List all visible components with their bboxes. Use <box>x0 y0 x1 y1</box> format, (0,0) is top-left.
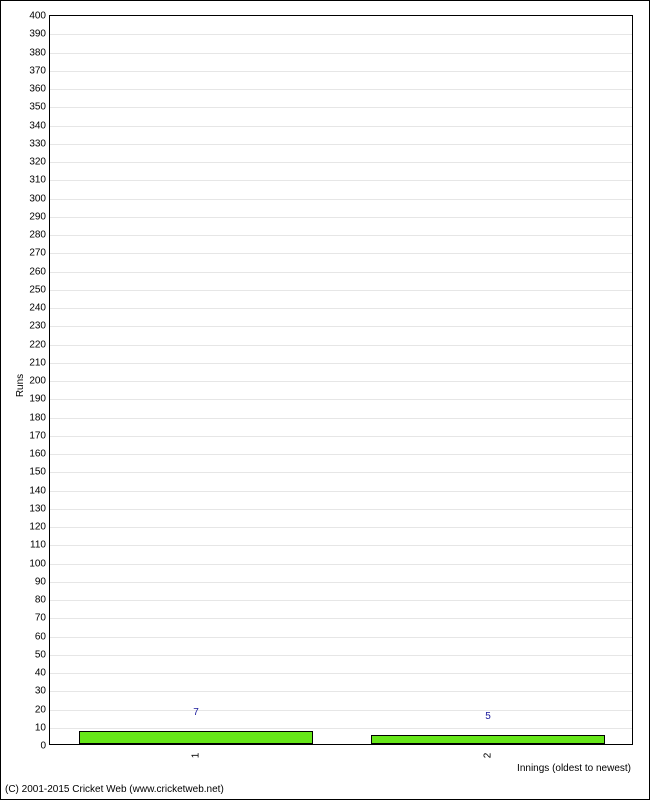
y-tick-label: 180 <box>29 412 46 423</box>
plot-area: 0102030405060708090100110120130140150160… <box>49 15 633 745</box>
gridline <box>50 89 632 90</box>
gridline <box>50 308 632 309</box>
y-tick-label: 390 <box>29 29 46 40</box>
y-tick-label: 360 <box>29 84 46 95</box>
chart-container: 0 10 20 30 40 50 60 70 80 90 100 110 120 130 140 150 160… <box>0 0 650 800</box>
copyright-text: (C) 2001-2015 Cricket Web (www.cricketwe… <box>5 784 224 795</box>
y-tick-label: 240 <box>29 303 46 314</box>
gridline <box>50 491 632 492</box>
y-tick-label: 200 <box>29 376 46 387</box>
gridline <box>50 655 632 656</box>
bar-value-label: 5 <box>485 711 491 722</box>
y-tick-label: 100 <box>29 558 46 569</box>
y-tick-label: 270 <box>29 248 46 259</box>
y-tick-label: 20 <box>35 704 46 715</box>
y-tick-label: 190 <box>29 394 46 405</box>
gridline <box>50 600 632 601</box>
y-tick-label: 230 <box>29 321 46 332</box>
gridline <box>50 71 632 72</box>
y-tick-label: 340 <box>29 120 46 131</box>
gridline <box>50 217 632 218</box>
y-tick-label: 210 <box>29 357 46 368</box>
y-tick-label: 10 <box>35 722 46 733</box>
y-tick-label: 330 <box>29 138 46 149</box>
y-tick-label: 260 <box>29 266 46 277</box>
gridline <box>50 582 632 583</box>
x-tick-label: 1 <box>191 753 202 759</box>
gridline <box>50 180 632 181</box>
gridline <box>50 53 632 54</box>
y-tick-label: 320 <box>29 157 46 168</box>
y-tick-label: 220 <box>29 339 46 350</box>
y-tick-label: 350 <box>29 102 46 113</box>
y-tick-label: 50 <box>35 649 46 660</box>
y-tick-label: 160 <box>29 449 46 460</box>
y-tick-label: 130 <box>29 503 46 514</box>
y-tick-label: 300 <box>29 193 46 204</box>
y-tick-label: 60 <box>35 631 46 642</box>
gridline <box>50 290 632 291</box>
gridline <box>50 509 632 510</box>
gridline <box>50 235 632 236</box>
gridline <box>50 418 632 419</box>
y-tick-label: 40 <box>35 668 46 679</box>
x-tick-label: 2 <box>483 753 494 759</box>
y-tick-label: 150 <box>29 467 46 478</box>
gridline <box>50 272 632 273</box>
gridline <box>50 710 632 711</box>
gridline <box>50 399 632 400</box>
gridline <box>50 637 632 638</box>
x-axis-label: Innings (oldest to newest) <box>517 763 631 774</box>
bar-value-label: 7 <box>193 707 199 718</box>
gridline <box>50 199 632 200</box>
y-tick-label: 250 <box>29 284 46 295</box>
gridline <box>50 345 632 346</box>
gridline <box>50 472 632 473</box>
gridline <box>50 728 632 729</box>
y-tick-label: 310 <box>29 175 46 186</box>
y-tick-label: 370 <box>29 65 46 76</box>
y-axis-label: Runs <box>15 374 26 397</box>
gridline <box>50 527 632 528</box>
y-tick-label: 0 <box>40 741 46 752</box>
y-tick-label: 120 <box>29 522 46 533</box>
gridline <box>50 691 632 692</box>
y-tick-label: 110 <box>30 540 46 551</box>
bar <box>79 731 313 744</box>
bar <box>371 735 605 744</box>
gridline <box>50 162 632 163</box>
y-tick-label: 400 <box>29 11 46 22</box>
y-tick-label: 90 <box>35 576 46 587</box>
y-tick-label: 380 <box>29 47 46 58</box>
gridline <box>50 545 632 546</box>
gridline <box>50 126 632 127</box>
gridline <box>50 436 632 437</box>
y-tick-label: 80 <box>35 595 46 606</box>
y-tick-label: 140 <box>29 485 46 496</box>
gridline <box>50 253 632 254</box>
y-tick-label: 280 <box>29 230 46 241</box>
y-tick-label: 30 <box>35 686 46 697</box>
gridline <box>50 34 632 35</box>
gridline <box>50 381 632 382</box>
gridline <box>50 618 632 619</box>
y-tick-label: 290 <box>29 211 46 222</box>
y-tick-label: 70 <box>35 613 46 624</box>
gridline <box>50 564 632 565</box>
gridline <box>50 144 632 145</box>
gridline <box>50 673 632 674</box>
gridline <box>50 326 632 327</box>
y-tick-label: 170 <box>29 430 46 441</box>
gridline <box>50 454 632 455</box>
gridline <box>50 107 632 108</box>
gridline <box>50 363 632 364</box>
